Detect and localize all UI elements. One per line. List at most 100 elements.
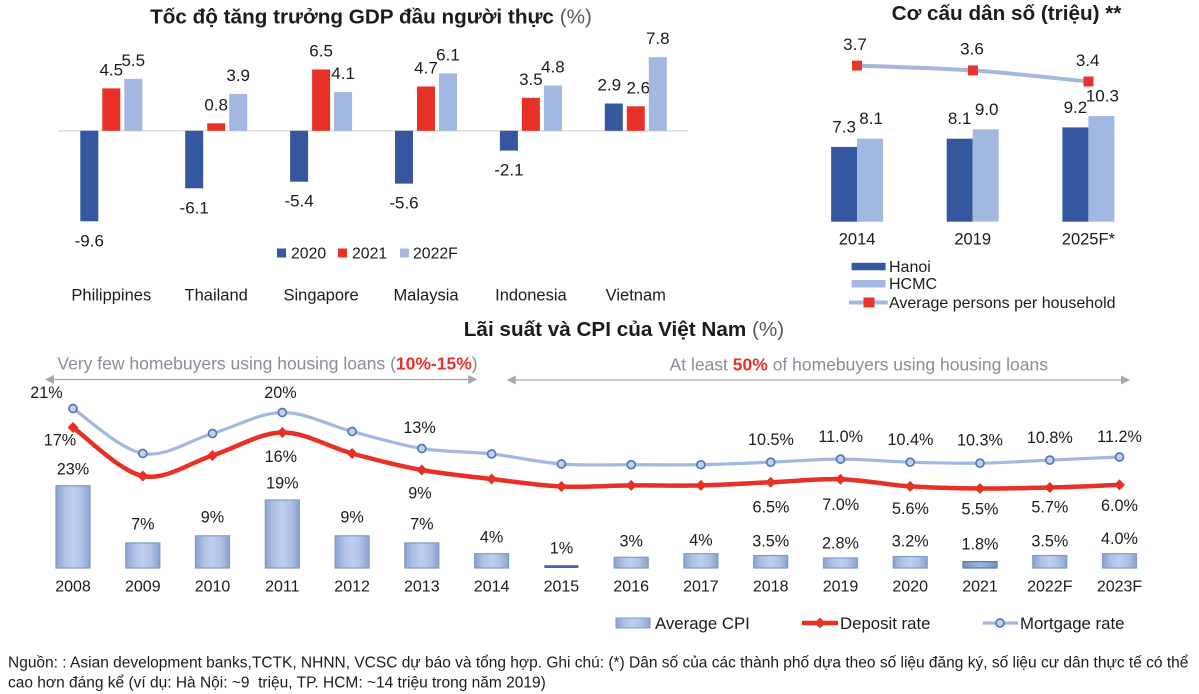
svg-text:10.3: 10.3 <box>1086 87 1119 106</box>
svg-text:2020: 2020 <box>291 246 326 263</box>
svg-text:5.6%: 5.6% <box>892 500 929 518</box>
svg-text:7.8: 7.8 <box>646 29 670 48</box>
svg-text:10.4%: 10.4% <box>887 431 933 449</box>
svg-text:3.4: 3.4 <box>1076 51 1100 70</box>
svg-text:2015: 2015 <box>544 579 580 596</box>
svg-text:Very few homebuyers using hous: Very few homebuyers using housing loans … <box>57 354 477 374</box>
svg-text:2.9: 2.9 <box>597 76 621 95</box>
svg-text:16%: 16% <box>265 448 297 466</box>
svg-text:4%: 4% <box>689 531 712 549</box>
svg-text:10.3%: 10.3% <box>957 432 1003 450</box>
svg-text:Indonesia: Indonesia <box>495 286 567 304</box>
svg-text:Average CPI: Average CPI <box>655 614 750 633</box>
svg-text:6.0%: 6.0% <box>1101 497 1138 515</box>
svg-text:10.8%: 10.8% <box>1027 429 1073 447</box>
svg-text:4.8: 4.8 <box>541 58 565 77</box>
svg-text:Cơ cấu dân số (triệu) **: Cơ cấu dân số (triệu) ** <box>892 2 1123 25</box>
svg-text:2011: 2011 <box>265 579 300 596</box>
svg-text:6.5: 6.5 <box>309 42 333 61</box>
svg-text:3.5: 3.5 <box>519 70 543 89</box>
svg-text:3%: 3% <box>619 532 642 550</box>
svg-text:cao hơn đáng kể (ví dụ: Hà Nội: cao hơn đáng kể (ví dụ: Hà Nội: ~9 triệu… <box>8 675 546 692</box>
svg-text:21%: 21% <box>30 384 62 402</box>
svg-text:2009: 2009 <box>125 579 161 596</box>
svg-text:5.5%: 5.5% <box>962 500 999 518</box>
svg-text:2010: 2010 <box>195 579 231 596</box>
svg-text:2019: 2019 <box>954 231 991 249</box>
svg-text:-9.6: -9.6 <box>75 231 104 250</box>
svg-text:2008: 2008 <box>55 579 91 596</box>
svg-text:4.5: 4.5 <box>99 60 123 79</box>
svg-text:0.8: 0.8 <box>204 95 228 114</box>
svg-text:9%: 9% <box>408 485 431 503</box>
svg-text:2022F: 2022F <box>413 246 458 263</box>
svg-text:3.5%: 3.5% <box>752 532 789 550</box>
svg-text:13%: 13% <box>403 419 435 437</box>
svg-text:10.5%: 10.5% <box>748 431 794 449</box>
svg-text:7.0%: 7.0% <box>822 496 859 514</box>
svg-text:2022F: 2022F <box>1027 579 1073 596</box>
svg-text:19%: 19% <box>266 475 298 493</box>
svg-text:Tốc độ tăng trưởng GDP đầu ngư: Tốc độ tăng trưởng GDP đầu người thực (%… <box>150 6 592 29</box>
svg-text:HCMC: HCMC <box>889 276 937 293</box>
svg-text:-5.4: -5.4 <box>284 192 313 211</box>
svg-text:5.5: 5.5 <box>121 51 145 70</box>
svg-text:Average persons per household: Average persons per household <box>889 295 1116 312</box>
svg-text:2.6: 2.6 <box>626 78 650 97</box>
svg-text:11.0%: 11.0% <box>818 428 863 446</box>
svg-text:Lãi suất và CPI của Việt Nam (: Lãi suất và CPI của Việt Nam (%) <box>464 318 784 341</box>
svg-text:-2.1: -2.1 <box>494 161 523 180</box>
svg-text:Vietnam: Vietnam <box>606 286 666 304</box>
svg-text:2.8%: 2.8% <box>822 534 859 552</box>
svg-text:3.6: 3.6 <box>960 40 984 59</box>
svg-text:-6.1: -6.1 <box>180 198 209 217</box>
svg-text:2020: 2020 <box>892 579 928 596</box>
svg-text:2012: 2012 <box>334 579 370 596</box>
svg-text:6.1: 6.1 <box>436 45 460 64</box>
svg-text:2014: 2014 <box>474 579 510 596</box>
svg-text:2021: 2021 <box>962 579 998 596</box>
svg-text:3.7: 3.7 <box>843 35 867 54</box>
svg-text:2017: 2017 <box>683 579 719 596</box>
svg-text:At least 50% of homebuyers usi: At least 50% of homebuyers using housing… <box>670 355 1049 375</box>
svg-text:Singapore: Singapore <box>283 286 358 304</box>
svg-text:9%: 9% <box>340 508 363 526</box>
svg-text:2025F*: 2025F* <box>1062 231 1116 249</box>
svg-text:Thailand: Thailand <box>185 286 248 304</box>
svg-text:4.0%: 4.0% <box>1101 530 1138 548</box>
svg-text:11.2%: 11.2% <box>1097 428 1142 446</box>
svg-text:1.8%: 1.8% <box>962 535 999 553</box>
svg-text:2013: 2013 <box>404 579 440 596</box>
svg-text:3.2%: 3.2% <box>892 532 929 550</box>
svg-text:4%: 4% <box>480 528 503 546</box>
svg-text:7.3: 7.3 <box>832 117 856 136</box>
svg-text:20%: 20% <box>264 384 296 402</box>
svg-text:Mortgage rate: Mortgage rate <box>1020 614 1124 633</box>
svg-text:4.7: 4.7 <box>414 59 438 78</box>
svg-text:9%: 9% <box>201 508 224 526</box>
svg-text:7%: 7% <box>410 516 433 534</box>
svg-text:3.9: 3.9 <box>226 66 250 85</box>
svg-text:2016: 2016 <box>613 579 649 596</box>
svg-text:1%: 1% <box>550 539 573 557</box>
svg-text:Malaysia: Malaysia <box>393 286 459 304</box>
svg-text:8.1: 8.1 <box>948 109 972 128</box>
svg-text:6.5%: 6.5% <box>753 498 790 516</box>
svg-text:9.0: 9.0 <box>975 100 999 119</box>
svg-text:Deposit rate: Deposit rate <box>840 614 930 633</box>
svg-text:Philippines: Philippines <box>71 286 151 304</box>
svg-text:Nguồn: : Asian development ban: Nguồn: : Asian development banks,TCTK, N… <box>8 655 1188 672</box>
svg-text:7%: 7% <box>131 516 154 534</box>
svg-text:3.5%: 3.5% <box>1031 532 1068 550</box>
svg-text:2023F: 2023F <box>1097 579 1143 596</box>
svg-text:2014: 2014 <box>839 231 876 249</box>
svg-text:2018: 2018 <box>753 579 789 596</box>
svg-text:2019: 2019 <box>823 579 859 596</box>
svg-text:8.1: 8.1 <box>859 109 883 128</box>
svg-text:-5.6: -5.6 <box>389 194 418 213</box>
svg-text:17%: 17% <box>44 431 76 449</box>
svg-text:4.1: 4.1 <box>331 64 355 83</box>
svg-text:5.7%: 5.7% <box>1031 498 1068 516</box>
svg-text:23%: 23% <box>57 461 89 479</box>
svg-text:Hanoi: Hanoi <box>889 259 931 276</box>
